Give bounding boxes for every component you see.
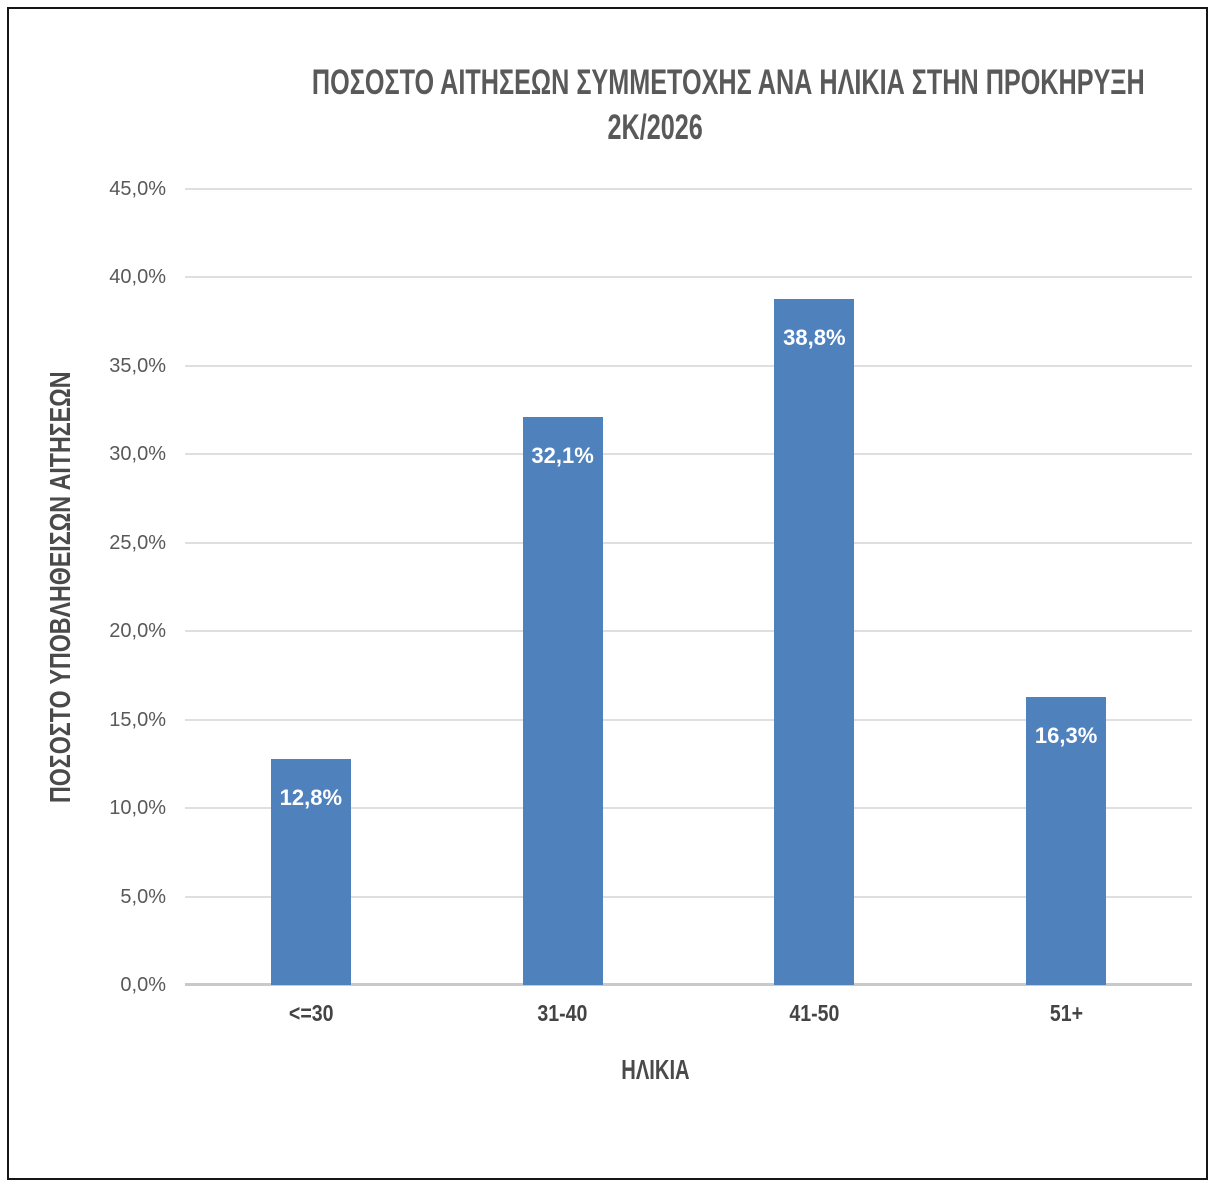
y-tick-label: 35,0%: [109, 354, 166, 377]
y-tick-label: 10,0%: [109, 797, 166, 820]
x-category-label: 31-40: [437, 1001, 689, 1025]
chart-title-line1: ΠΟΣΟΣΤΟ ΑΙΤΗΣΕΩΝ ΣΥΜΜΕΤΟΧΗΣ ΑΝΑ ΗΛΙΚΙΑ Σ…: [311, 63, 1145, 102]
y-tick-label: 40,0%: [109, 266, 166, 289]
gridline: [185, 630, 1192, 633]
plot-area: 12,8% 32,1% 38,8% 16,3%: [185, 188, 1192, 986]
gridline: [185, 718, 1192, 721]
y-tick-label: 45,0%: [109, 178, 166, 200]
y-tick-label: 20,0%: [109, 620, 166, 643]
y-axis-ticks: 0,0% 5,0% 10,0% 15,0% 20,0% 25,0% 30,0% 35,0% 40…: [0, 178, 166, 996]
x-axis-line: [185, 983, 1192, 986]
y-tick-label: 25,0%: [109, 531, 166, 554]
y-tick-label: 5,0%: [120, 885, 166, 908]
chart-title: ΠΟΣΟΣΤΟ ΑΙΤΗΣΕΩΝ ΣΥΜΜΕΤΟΧΗΣ ΑΝΑ ΗΛΙΚΙΑ Σ…: [150, 60, 1160, 150]
bar-value-label: 32,1%: [531, 443, 594, 469]
bar-41-50: 38,8%: [774, 298, 855, 985]
bar-<=30: 12,8%: [270, 758, 351, 985]
bar-value-label: 38,8%: [783, 324, 846, 350]
x-category-text: 31-40: [537, 1000, 588, 1026]
x-axis-categories: <=30 31-40 41-50 51+: [185, 1001, 1192, 1029]
gridline: [185, 807, 1192, 810]
x-category-label: 41-50: [689, 1001, 941, 1025]
y-tick-label: 0,0%: [120, 974, 166, 996]
gridline: [185, 453, 1192, 456]
x-axis-title: ΗΛΙΚΙΑ: [620, 1054, 690, 1085]
gridline: [185, 188, 1192, 190]
bar-31-40: 32,1%: [522, 417, 603, 985]
x-category-text: 51+: [1049, 1000, 1083, 1026]
y-tick-label: 15,0%: [109, 708, 166, 731]
bar-value-label: 12,8%: [279, 784, 343, 810]
gridline: [185, 541, 1192, 544]
x-category-label: 51+: [940, 1001, 1192, 1025]
gridline: [185, 364, 1192, 367]
bar-51+: 16,3%: [1026, 696, 1107, 985]
gridline: [185, 276, 1192, 279]
bar-value-label: 16,3%: [1034, 722, 1098, 748]
x-category-text: 41-50: [789, 1000, 840, 1026]
y-tick-label: 30,0%: [109, 443, 166, 466]
chart-title-line2: 2Κ/2026: [607, 108, 703, 147]
x-category-text: <=30: [288, 1000, 334, 1026]
gridline: [185, 895, 1192, 898]
x-category-label: <=30: [185, 1001, 437, 1025]
